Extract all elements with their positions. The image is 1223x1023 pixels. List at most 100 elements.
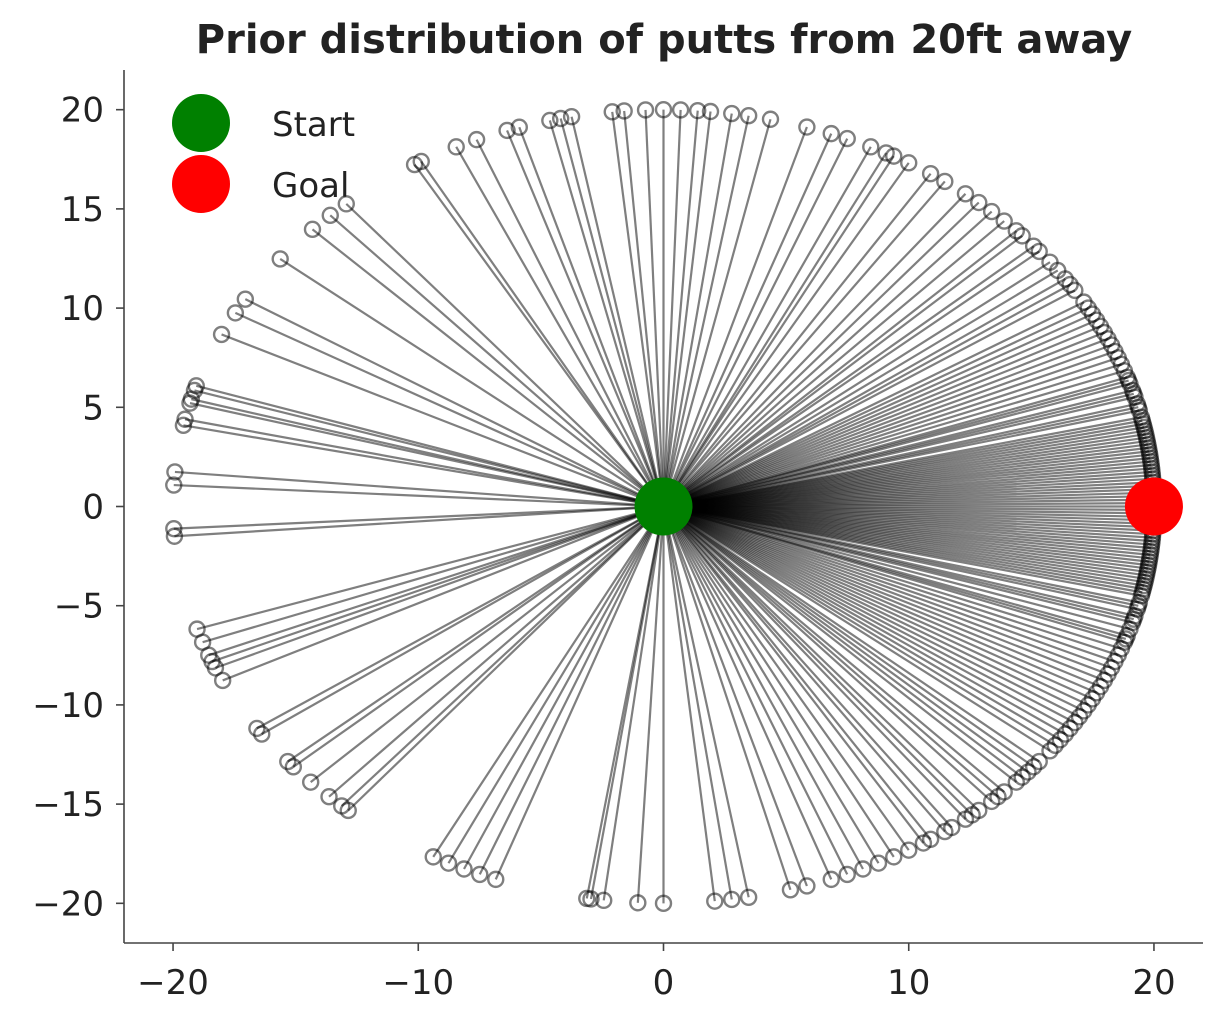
putt-end-point [798,118,816,136]
putt-end-point [822,124,840,143]
chart-title: Prior distribution of putts from 20ft aw… [196,17,1132,63]
putt-line [663,505,1142,597]
putt-line [208,505,664,657]
putt-end-point [654,100,673,119]
putt-end-point [471,865,489,884]
putt-end-point [956,185,975,203]
putt-end-point [1056,725,1074,743]
putt-end-point [284,758,303,776]
putt-line [662,110,699,507]
putt-end-point [900,841,918,859]
putt-end-point [629,894,647,912]
putt-end-point [1024,758,1043,776]
putt-line [663,505,1097,694]
putt-end-point [838,865,856,884]
putt-end-point [761,110,780,128]
putt-end-point [936,172,954,191]
putt-line [663,505,1125,644]
putt-line [662,220,1005,508]
putt-line [189,402,664,508]
putt-line [662,505,1051,752]
putt-line [194,389,664,508]
putt-line [636,506,665,903]
putt-end-point [510,118,528,136]
start-marker [634,477,693,536]
putt-line [663,505,1116,663]
putt-end-point [689,101,707,120]
putt-line [662,505,946,833]
putt-line [662,118,772,507]
putt-line [570,116,665,507]
putt-line [663,505,1093,700]
y-tick-label: 10 [61,289,104,329]
legend-goal-label: Goal [272,166,349,206]
putt-end-point [226,304,245,322]
putt-end-point [279,752,297,771]
putt-line [256,505,665,730]
legend-start-swatch [172,94,230,152]
putt-end-point [854,860,872,878]
putt-line [662,506,716,902]
putt-line [663,313,1093,508]
putt-end-point [1051,731,1069,749]
putt-end-point [956,810,975,828]
putt-line [662,505,1066,736]
putt-end-point [1030,242,1048,261]
putt-line [663,301,1085,508]
putt-line [211,505,664,663]
putt-line [663,356,1119,508]
putt-line [475,139,665,507]
putt-end-point [1066,281,1084,300]
putt-line [663,505,1089,706]
putt-line [663,363,1122,508]
putt-line [173,505,664,530]
putt-line [518,126,665,507]
putt-end-point [212,325,231,344]
putt-line [662,193,967,508]
putt-line [506,129,665,507]
putt-end-point [995,212,1013,230]
putt-end-point [248,719,266,738]
putt-line [222,505,664,682]
putt-end-point [1046,736,1064,755]
putt-line [662,109,682,507]
x-tick-label: −20 [137,963,209,1003]
putt-line [662,505,973,816]
putt-line [662,506,750,898]
putt-line [662,505,1023,779]
putt-line [662,505,880,864]
putt-line [174,505,664,538]
putt-line [340,505,665,807]
putt-line [662,250,1040,508]
putt-end-point [1007,773,1026,791]
putt-end-point [982,202,1001,221]
putt-line [662,505,932,840]
legend-start-label: Start [272,105,355,145]
putt-line [662,269,1059,508]
putt-line [662,505,1056,747]
putt-line [662,173,932,508]
putt-line [184,418,664,508]
putt-line [663,307,1089,508]
putt-line [663,382,1131,508]
putt-line [662,229,1017,508]
putt-end-point [188,620,206,638]
putt-line [662,180,946,508]
putt-end-point [798,877,816,895]
putt-line [602,506,665,901]
putt-line [663,505,1119,657]
putt-end-point [424,848,442,866]
putt-end-point [467,130,486,149]
putt-end-point [723,104,741,123]
putt-line [662,505,925,844]
putt-end-point [739,888,758,906]
putt-end-point [781,881,800,899]
y-axis-ticks: −20 −15 −10 −5 0 5 10 15 20 [32,91,124,924]
putt-line [202,505,664,644]
putt-line [662,505,999,798]
putt-end-point [447,138,465,156]
y-tick-label: 5 [82,388,104,428]
putt-end-point [885,848,903,866]
putt-line [611,111,665,507]
